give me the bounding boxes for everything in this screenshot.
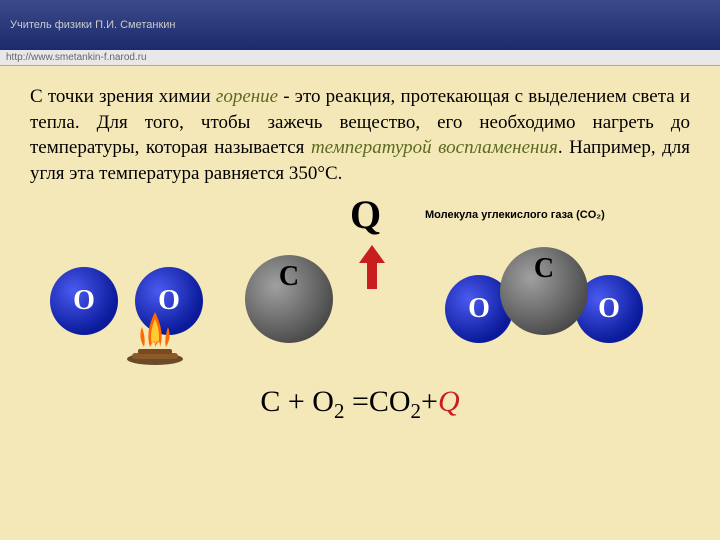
heat-q-label: Q — [350, 191, 381, 238]
carbon-atom-product: C — [500, 247, 588, 335]
url-bar[interactable]: http://www.smetankin-f.narod.ru — [0, 50, 720, 66]
eq-sub1: 2 — [334, 399, 345, 423]
term-combustion: горение — [216, 86, 278, 107]
chemical-equation: C + O2 =CO2+Q — [30, 385, 690, 424]
atom-label: O — [468, 293, 490, 325]
window-title: Учитель физики П.И. Сметанкин — [10, 19, 176, 31]
fire-icon — [120, 307, 190, 367]
term-ignition-temp: температурой воспламенения — [311, 137, 558, 158]
eq-sub2: 2 — [411, 399, 422, 423]
atom-label: C — [279, 261, 299, 293]
slide-content: С точки зрения химии горение - это реакц… — [0, 66, 720, 540]
para-text-1: С точки зрения химии — [30, 86, 216, 107]
url-text: http://www.smetankin-f.narod.ru — [6, 52, 147, 63]
atom-label: C — [534, 253, 554, 285]
carbon-atom-reactant: C — [245, 255, 333, 343]
reaction-diagram: Q Молекула углекислого газа (CO₂) O O C … — [30, 197, 690, 377]
oxygen-atom-1: O — [50, 267, 118, 335]
co2-molecule-label: Молекула углекислого газа (CO₂) — [425, 209, 605, 221]
eq-mid: =CO — [344, 385, 410, 418]
eq-lhs: C + O — [260, 385, 334, 418]
browser-title-bar: Учитель физики П.И. Сметанкин — [0, 0, 720, 50]
eq-plus: + — [421, 385, 438, 418]
atom-label: O — [598, 293, 620, 325]
eq-q: Q — [438, 385, 460, 418]
main-paragraph: С точки зрения химии горение - это реакц… — [30, 84, 690, 187]
atom-label: O — [73, 285, 95, 317]
